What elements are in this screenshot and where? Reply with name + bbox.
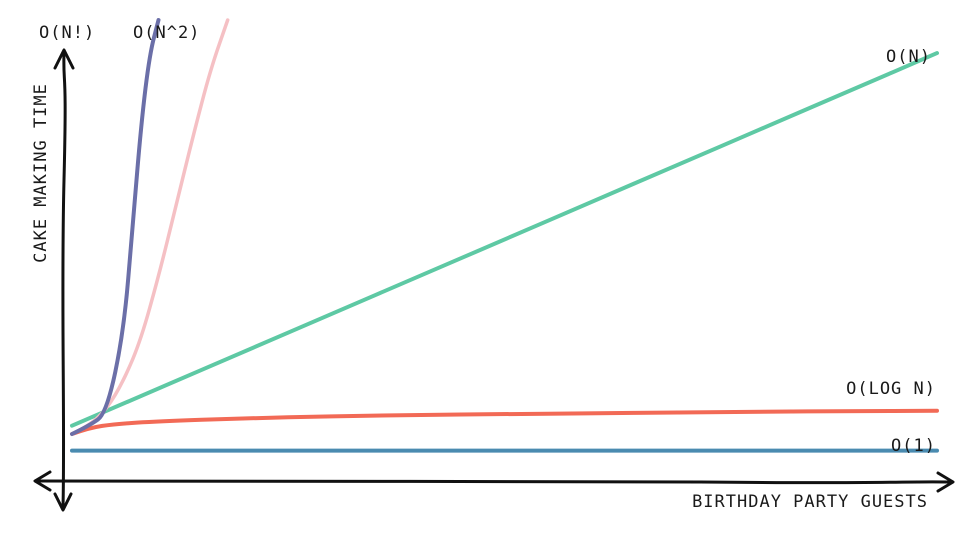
y-axis-arrow-bottom [53,492,73,512]
y-axis-arrow-top [53,48,75,70]
series-labels: O(N!) O(N^2) O(N) O(LOG N) O(1) [39,23,936,456]
x-axis [34,479,954,485]
series-line-o-n [70,18,161,436]
series-label-o-n-2: O(N^2) [133,23,200,43]
x-axis-arrow-left [33,470,52,492]
axes [33,48,955,512]
series-label-o-1: O(1) [891,436,936,456]
series-label-o-n: O(N) [886,47,931,67]
series-layer [70,18,939,453]
x-axis-label: BIRTHDAY PARTY GUESTS [692,492,928,512]
series-label-o-log-n: O(LOG N) [846,379,936,399]
y-axis [61,50,67,510]
y-axis-label: CAKE MAKING TIME [31,83,51,263]
series-label-o-n: O(N!) [39,23,95,43]
series-line-o-log-n [70,408,939,436]
series-line-o-n [70,51,939,428]
x-axis-arrow-right [936,471,955,493]
series-line-o-n-2 [70,18,230,436]
